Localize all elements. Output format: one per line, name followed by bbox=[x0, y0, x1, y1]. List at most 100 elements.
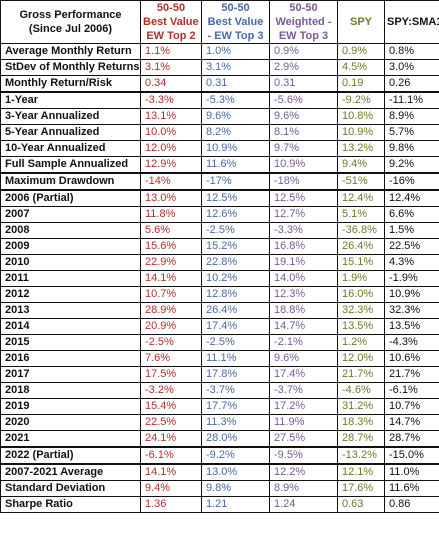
cell-ew-top3: 12.5% bbox=[201, 189, 270, 207]
row-label: 2011 bbox=[0, 270, 141, 287]
cell-spy-sma10: 5.7% bbox=[384, 124, 439, 141]
cell-weighted: -3.7% bbox=[269, 382, 338, 399]
header-ew-top3: 50-50 Best Value - EW Top 3 bbox=[201, 0, 270, 44]
row-label: 2007 bbox=[0, 206, 141, 223]
cell-ew-top2: -14% bbox=[140, 172, 202, 191]
cell-spy-sma10: 6.6% bbox=[384, 206, 439, 223]
cell-ew-top2: 13.1% bbox=[140, 108, 202, 125]
cell-ew-top2: 22.5% bbox=[140, 414, 202, 431]
cell-ew-top3: 17.8% bbox=[201, 366, 270, 383]
table-row: 1-Year -3.3% -5.3% -5.6% -9.2% -11.1% bbox=[0, 91, 439, 109]
table-row: Standard Deviation 9.4% 9.8% 8.9% 17.6% 11.6% bbox=[0, 480, 439, 497]
cell-weighted: 8.1% bbox=[269, 124, 338, 141]
cell-ew-top2: 15.4% bbox=[140, 398, 202, 415]
cell-weighted: 2.9% bbox=[269, 59, 338, 76]
cell-ew-top2: 12.0% bbox=[140, 140, 202, 157]
cell-ew-top3: -2.5% bbox=[201, 334, 270, 351]
cell-ew-top2: 14.1% bbox=[140, 270, 202, 287]
cell-ew-top3: -2.5% bbox=[201, 222, 270, 239]
cell-spy-sma10: 9.2% bbox=[384, 156, 439, 174]
cell-ew-top3: 13.0% bbox=[201, 463, 270, 481]
row-label: 10-Year Annualized bbox=[0, 140, 141, 157]
table-row: 2009 15.6% 15.2% 16.8% 26.4% 22.5% bbox=[0, 238, 439, 255]
cell-ew-top3: 12.6% bbox=[201, 206, 270, 223]
row-label: 2020 bbox=[0, 414, 141, 431]
cell-spy: 0.19 bbox=[337, 75, 385, 93]
header-line: SPY:SMA10 bbox=[387, 16, 439, 28]
table-row: 2012 10.7% 12.8% 12.3% 16.0% 10.9% bbox=[0, 286, 439, 303]
cell-ew-top3: 9.6% bbox=[201, 108, 270, 125]
cell-ew-top3: 1.0% bbox=[201, 43, 270, 60]
table-row: Maximum Drawdown -14% -17% -18% -51% -16% bbox=[0, 172, 439, 191]
cell-spy: 21.7% bbox=[337, 366, 385, 383]
cell-spy-sma10: 1.5% bbox=[384, 222, 439, 239]
cell-spy: 12.1% bbox=[337, 463, 385, 481]
row-label: 5-Year Annualized bbox=[0, 124, 141, 141]
row-label: 2010 bbox=[0, 254, 141, 271]
cell-spy: 5.1% bbox=[337, 206, 385, 223]
cell-ew-top2: 28.9% bbox=[140, 302, 202, 319]
header-spy: SPY bbox=[337, 0, 385, 44]
table-row: 2010 22.9% 22.8% 19.1% 15.1% 4.3% bbox=[0, 254, 439, 271]
table-row: Sharpe Ratio 1.36 1.21 1.24 0.63 0.86 bbox=[0, 496, 439, 513]
cell-spy: 4.5% bbox=[337, 59, 385, 76]
cell-weighted: -18% bbox=[269, 172, 338, 191]
cell-spy: 16.0% bbox=[337, 286, 385, 303]
cell-spy-sma10: 3.0% bbox=[384, 59, 439, 76]
row-label: 2006 (Partial) bbox=[0, 189, 141, 207]
cell-ew-top3: 8.2% bbox=[201, 124, 270, 141]
cell-weighted: 14.7% bbox=[269, 318, 338, 335]
cell-ew-top2: 13.0% bbox=[140, 189, 202, 207]
table-row: 2011 14.1% 10.2% 14.0% 1.9% -1.9% bbox=[0, 270, 439, 287]
header-line: Best Value - bbox=[143, 16, 202, 28]
cell-spy: 17.6% bbox=[337, 480, 385, 497]
table-row: 2022 (Partial) -6.1% -9.2% -9.5% -13.2% -15.0… bbox=[0, 446, 439, 465]
cell-ew-top2: 9.4% bbox=[140, 480, 202, 497]
table-body: Average Monthly Return 1.1% 1.0% 0.9% 0.9% 0.… bbox=[0, 43, 439, 513]
cell-ew-top2: 17.5% bbox=[140, 366, 202, 383]
cell-weighted: 9.6% bbox=[269, 108, 338, 125]
cell-weighted: 11.9% bbox=[269, 414, 338, 431]
cell-weighted: -9.5% bbox=[269, 446, 338, 465]
cell-weighted: 16.8% bbox=[269, 238, 338, 255]
row-label: 2017 bbox=[0, 366, 141, 383]
cell-spy: 9.4% bbox=[337, 156, 385, 174]
table-row: 2008 5.6% -2.5% -3.3% -36.8% 1.5% bbox=[0, 222, 439, 239]
header-line: - EW Top 3 bbox=[207, 30, 264, 42]
row-label: 2013 bbox=[0, 302, 141, 319]
table-row: 2019 15.4% 17.7% 17.2% 31.2% 10.7% bbox=[0, 398, 439, 415]
table-row: 3-Year Annualized 13.1% 9.6% 9.6% 10.8% 8.9% bbox=[0, 108, 439, 125]
cell-spy: 12.4% bbox=[337, 189, 385, 207]
cell-ew-top2: 1.1% bbox=[140, 43, 202, 60]
table-row: 2021 24.1% 28.0% 27.5% 28.7% 28.7% bbox=[0, 430, 439, 448]
cell-ew-top3: 11.3% bbox=[201, 414, 270, 431]
cell-spy-sma10: 22.5% bbox=[384, 238, 439, 255]
cell-ew-top3: 28.0% bbox=[201, 430, 270, 448]
cell-ew-top3: 11.1% bbox=[201, 350, 270, 367]
cell-ew-top2: 24.1% bbox=[140, 430, 202, 448]
cell-weighted: 18.8% bbox=[269, 302, 338, 319]
row-label: 2018 bbox=[0, 382, 141, 399]
cell-spy: -9.2% bbox=[337, 91, 385, 109]
header-line: Best Value bbox=[207, 16, 264, 28]
cell-spy: 32.3% bbox=[337, 302, 385, 319]
table-row: 2013 28.9% 26.4% 18.8% 32.3% 32.3% bbox=[0, 302, 439, 319]
row-label: Maximum Drawdown bbox=[0, 172, 141, 191]
table-row: 2020 22.5% 11.3% 11.9% 18.3% 14.7% bbox=[0, 414, 439, 431]
cell-weighted: 12.7% bbox=[269, 206, 338, 223]
cell-spy-sma10: -15.0% bbox=[384, 446, 439, 465]
header-line: EW Top 2 bbox=[146, 30, 196, 42]
cell-ew-top3: 17.7% bbox=[201, 398, 270, 415]
cell-spy-sma10: 10.6% bbox=[384, 350, 439, 367]
table-row: 5-Year Annualized 10.0% 8.2% 8.1% 10.9% 5.7% bbox=[0, 124, 439, 141]
cell-spy-sma10: 0.86 bbox=[384, 496, 439, 513]
cell-ew-top3: -9.2% bbox=[201, 446, 270, 465]
table-row: StDev of Monthly Returns 3.1% 3.1% 2.9% 4.5%… bbox=[0, 59, 439, 76]
cell-spy-sma10: 0.26 bbox=[384, 75, 439, 93]
cell-spy-sma10: 32.3% bbox=[384, 302, 439, 319]
cell-weighted: 0.9% bbox=[269, 43, 338, 60]
cell-spy-sma10: -1.9% bbox=[384, 270, 439, 287]
cell-spy: -36.8% bbox=[337, 222, 385, 239]
header-label-line: (Since Jul 2006) bbox=[28, 23, 113, 35]
header-line: SPY bbox=[349, 16, 372, 28]
